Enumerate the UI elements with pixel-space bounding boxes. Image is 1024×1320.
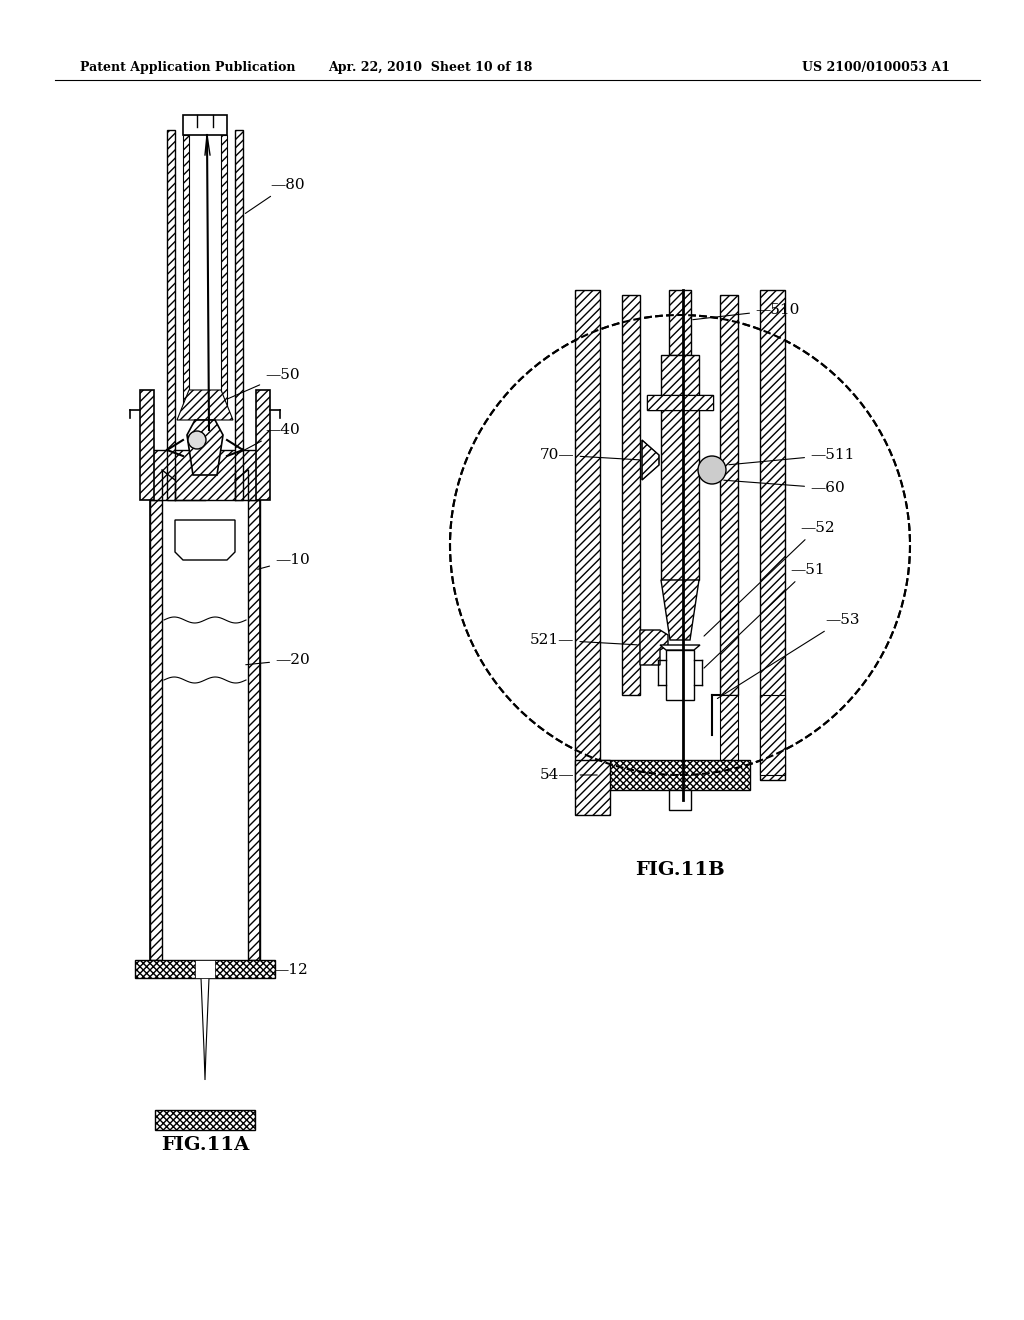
Text: —10: —10 [258, 553, 309, 569]
Bar [221, 135, 227, 411]
Bar [647, 395, 713, 411]
Bar [248, 500, 260, 960]
Bar [720, 294, 738, 696]
Text: —20: —20 [246, 653, 309, 667]
Polygon shape [177, 389, 233, 420]
Bar [575, 760, 610, 814]
Text: —510: —510 [693, 304, 800, 319]
Bar [720, 696, 738, 775]
Text: FIG.11B: FIG.11B [635, 861, 725, 879]
Bar [590, 760, 750, 789]
Bar [669, 789, 691, 810]
Bar [140, 389, 154, 500]
Polygon shape [175, 520, 234, 560]
Text: 521—: 521— [530, 634, 637, 647]
Bar [666, 649, 694, 700]
Text: Patent Application Publication: Patent Application Publication [80, 62, 296, 74]
Polygon shape [640, 630, 668, 665]
Bar [256, 389, 270, 500]
Text: —53: —53 [718, 612, 859, 698]
Polygon shape [662, 579, 699, 640]
Text: FIG.11A: FIG.11A [161, 1137, 249, 1154]
Bar [195, 960, 215, 978]
Circle shape [450, 315, 910, 775]
Text: —52: —52 [705, 521, 835, 636]
Text: —51: —51 [705, 564, 824, 668]
Bar [162, 500, 248, 960]
Text: —40: —40 [238, 422, 300, 454]
Text: US 2100/0100053 A1: US 2100/0100053 A1 [802, 62, 950, 74]
Text: —80: —80 [246, 178, 304, 214]
Bar [234, 129, 243, 500]
Bar [150, 450, 260, 500]
Bar [135, 960, 275, 978]
Bar [669, 290, 691, 355]
Polygon shape [660, 645, 700, 649]
Bar [760, 696, 785, 775]
Polygon shape [642, 440, 659, 480]
Bar [150, 500, 162, 960]
Text: —50: —50 [227, 368, 300, 399]
Circle shape [188, 432, 206, 449]
Bar [647, 395, 713, 411]
Bar [662, 355, 699, 579]
Circle shape [698, 455, 726, 484]
Polygon shape [187, 420, 223, 475]
Bar [622, 294, 640, 696]
Bar [183, 135, 189, 411]
Text: 70—: 70— [540, 447, 639, 462]
Polygon shape [201, 978, 209, 1080]
Text: —12: —12 [270, 964, 308, 977]
Bar [155, 1110, 255, 1130]
Bar [575, 290, 600, 780]
Bar [760, 290, 785, 780]
Bar [183, 115, 227, 135]
Text: 54—: 54— [540, 768, 597, 781]
Bar [167, 129, 175, 500]
Text: Apr. 22, 2010  Sheet 10 of 18: Apr. 22, 2010 Sheet 10 of 18 [328, 62, 532, 74]
Text: —60: —60 [724, 480, 845, 495]
Text: —511: —511 [729, 447, 854, 465]
